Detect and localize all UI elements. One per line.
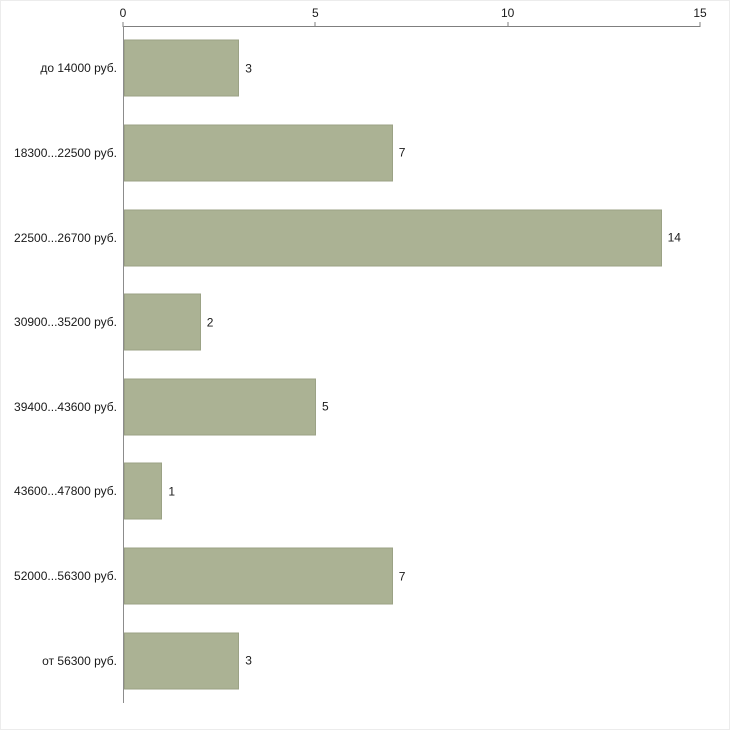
y-axis-line bbox=[123, 26, 124, 703]
category-label: до 14000 руб. bbox=[40, 61, 117, 76]
bar bbox=[124, 209, 662, 267]
bar-row: 43600...47800 руб. 1 bbox=[1, 449, 729, 534]
value-label: 2 bbox=[206, 315, 214, 330]
value-label: 5 bbox=[322, 399, 329, 414]
x-tick-mark bbox=[507, 22, 509, 27]
bar-track: 1 bbox=[124, 462, 700, 520]
bar bbox=[124, 378, 316, 436]
bar bbox=[124, 293, 201, 351]
x-tick-label: 10 bbox=[500, 6, 515, 20]
bar-row: до 14000 руб. 3 bbox=[1, 26, 729, 111]
x-tick-label: 5 bbox=[311, 6, 319, 20]
category-label: 30900...35200 руб. bbox=[14, 315, 117, 330]
bar-row: от 56300 руб. 3 bbox=[1, 618, 729, 703]
bar-row: 39400...43600 руб. 5 bbox=[1, 365, 729, 450]
bar-row: 52000...56300 руб. 7 bbox=[1, 534, 729, 619]
bar-row: 18300...22500 руб. 7 bbox=[1, 111, 729, 196]
category-label: 18300...22500 руб. bbox=[14, 145, 117, 160]
bar-track: 7 bbox=[124, 547, 700, 605]
category-label: 39400...43600 руб. bbox=[14, 399, 117, 414]
x-tick-mark bbox=[699, 22, 701, 27]
category-label: 22500...26700 руб. bbox=[14, 230, 117, 245]
bar bbox=[124, 547, 393, 605]
category-label: 43600...47800 руб. bbox=[14, 484, 117, 499]
bar bbox=[124, 632, 240, 690]
bar-track: 3 bbox=[124, 39, 700, 97]
value-label: 3 bbox=[245, 61, 252, 76]
x-tick-mark bbox=[314, 22, 316, 27]
value-label: 3 bbox=[245, 653, 252, 668]
plot-area: до 14000 руб. 3 18300...22500 руб. 7 22500..… bbox=[1, 26, 729, 703]
bar bbox=[124, 124, 393, 182]
bar-track: 5 bbox=[124, 378, 700, 436]
x-tick-label: 0 bbox=[119, 6, 127, 20]
category-label: от 56300 руб. bbox=[42, 653, 117, 668]
category-label: 52000...56300 руб. bbox=[14, 569, 117, 584]
bar-track: 7 bbox=[124, 124, 700, 182]
value-label: 1 bbox=[168, 484, 176, 499]
x-axis: 0 5 10 15 bbox=[120, 6, 707, 27]
bar-track: 14 bbox=[124, 209, 700, 267]
bar bbox=[124, 462, 163, 520]
bar-row: 22500...26700 руб. 14 bbox=[1, 195, 729, 280]
x-tick-label: 15 bbox=[693, 6, 707, 20]
bar bbox=[124, 39, 240, 97]
value-label: 14 bbox=[667, 230, 681, 245]
bar-track: 3 bbox=[124, 632, 700, 690]
bar-row: 30900...35200 руб. 2 bbox=[1, 280, 729, 365]
x-tick-mark bbox=[122, 22, 124, 27]
value-label: 7 bbox=[398, 569, 406, 584]
bar-track: 2 bbox=[124, 293, 700, 351]
value-label: 7 bbox=[398, 145, 406, 160]
